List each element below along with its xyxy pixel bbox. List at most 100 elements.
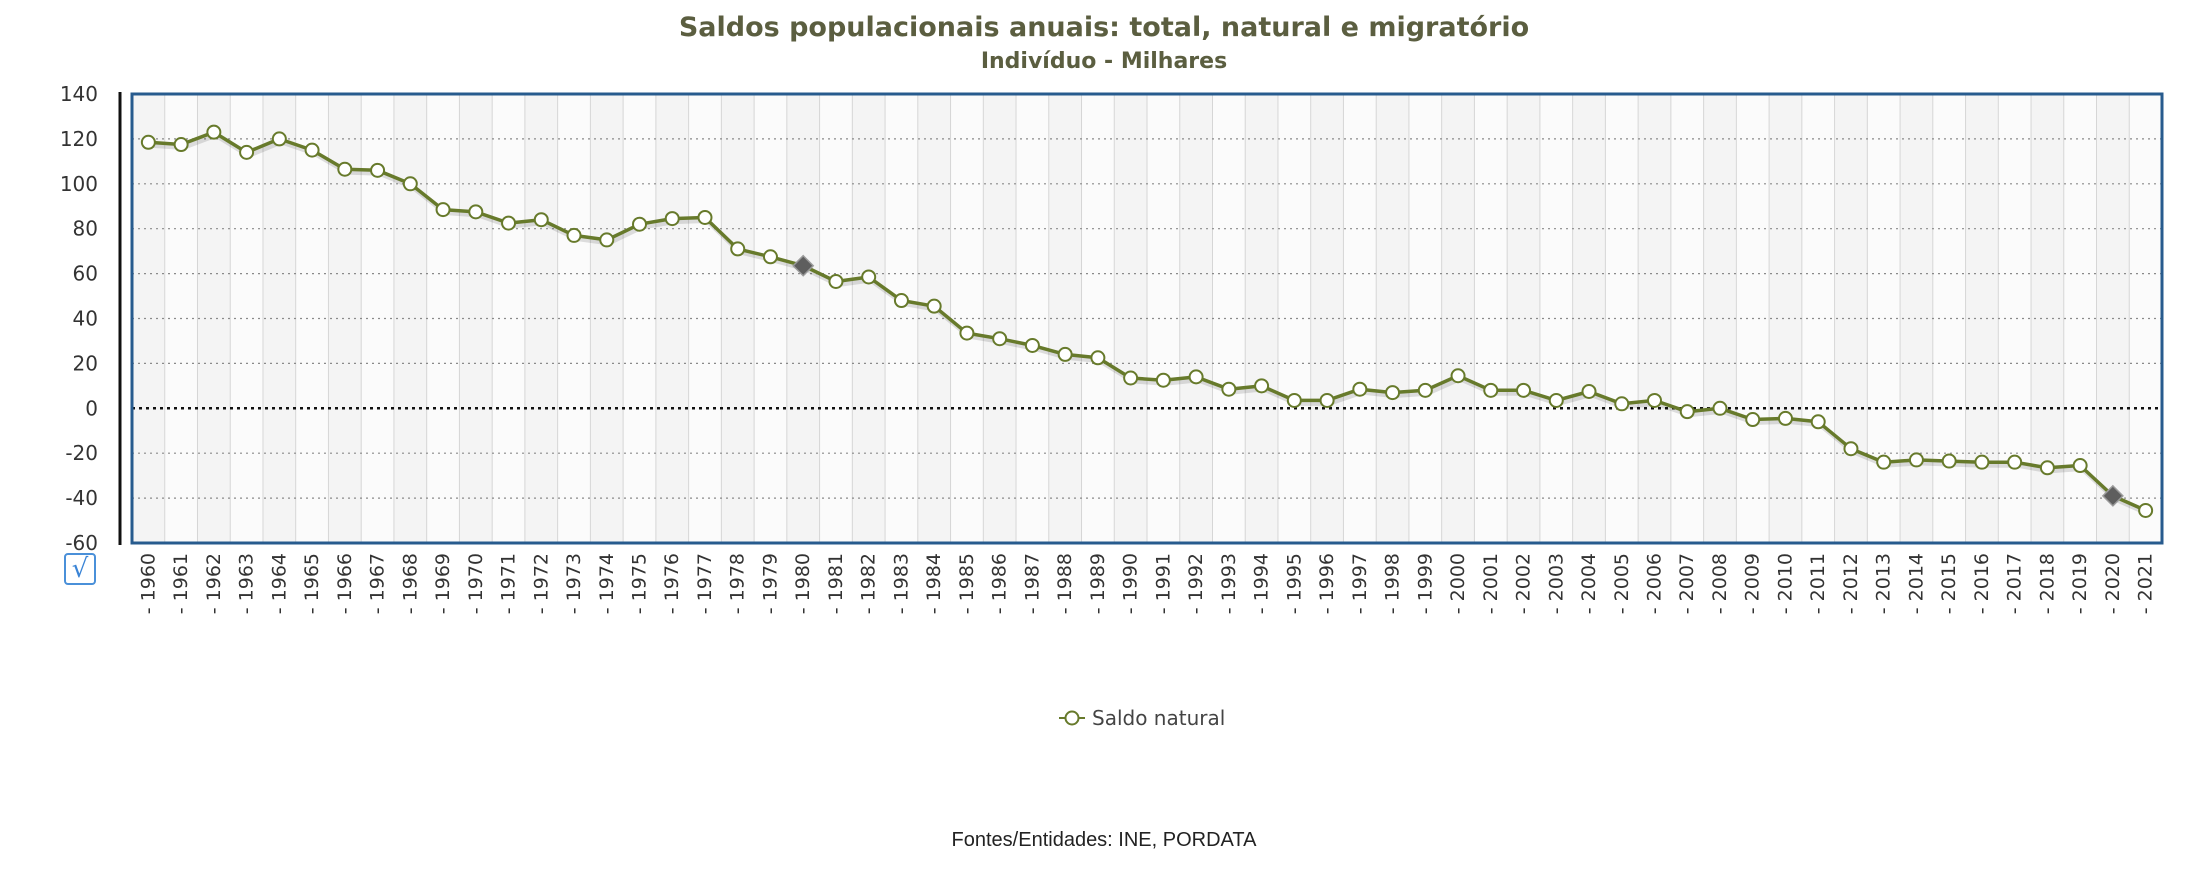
x-tick-label: - 2004: [1578, 553, 1600, 614]
x-tick-label: - 1985: [956, 553, 978, 614]
x-tick-label: - 2012: [1840, 553, 1862, 614]
x-tick-label: - 2001: [1480, 553, 1502, 614]
x-tick-label: - 1964: [268, 553, 290, 614]
data-point: [1712, 400, 1728, 416]
column-band: [557, 94, 591, 543]
data-point: [992, 331, 1008, 347]
x-tick-label: - 1989: [1087, 553, 1109, 614]
gridlines: [130, 92, 2164, 545]
data-point: [239, 144, 255, 160]
data-point: [1483, 382, 1499, 398]
data-point: [1385, 385, 1401, 401]
data-point: [599, 232, 615, 248]
data-point: [1876, 454, 1892, 470]
x-tick-label: - 1974: [596, 553, 618, 614]
y-tick-label: -60: [65, 531, 98, 555]
x-tick-label: - 1961: [170, 553, 192, 614]
x-tick-label: - 1986: [989, 553, 1011, 614]
data-point: [1843, 441, 1859, 457]
x-tick-label: - 1991: [1152, 553, 1174, 614]
x-tick-label: - 1999: [1414, 553, 1436, 614]
column-band: [1769, 94, 1802, 543]
y-tick-label: 100: [60, 172, 98, 196]
column-band: [1834, 94, 1868, 543]
column-band: [262, 94, 296, 543]
column-band: [1998, 94, 2032, 543]
data-point: [1974, 454, 1990, 470]
plot-frame: [130, 92, 2164, 545]
y-tick-label: 40: [73, 307, 98, 331]
x-tick-label: - 1962: [203, 553, 225, 614]
column-band: [426, 94, 460, 543]
y-tick-label: 20: [73, 351, 98, 375]
data-point: [533, 212, 549, 228]
column-band: [786, 94, 820, 543]
x-tick-label: - 1982: [858, 553, 880, 614]
x-tick-label: - 2010: [1774, 553, 1796, 614]
data-point: [1745, 412, 1761, 428]
y-tick-label: 120: [60, 127, 98, 151]
data-point: [1057, 346, 1073, 362]
data-point: [501, 215, 517, 231]
plot-background-bands: [132, 94, 2162, 543]
toggle-checkbox[interactable]: √: [64, 553, 96, 585]
x-tick-label: - 1965: [301, 553, 323, 614]
legend-marker-icon: [1059, 710, 1085, 726]
x-tick-label: - 2003: [1545, 553, 1567, 614]
x-tick-label: - 1977: [694, 553, 716, 614]
data-point: [1777, 410, 1793, 426]
highlighted-point: [792, 254, 815, 277]
data-point: [1123, 370, 1139, 386]
data-point: [926, 298, 942, 314]
data-point: [304, 142, 320, 158]
data-point: [271, 131, 287, 147]
column-band: [1408, 94, 1442, 543]
x-tick-label: - 1963: [236, 553, 258, 614]
data-point: [435, 202, 451, 218]
x-tick-label: - 2011: [1807, 553, 1829, 614]
x-tick-label: - 1969: [432, 553, 454, 614]
column-band: [1474, 94, 1508, 543]
data-point: [1908, 452, 1924, 468]
legend-item-saldo-natural[interactable]: Saldo natural: [1058, 703, 1225, 733]
column-band: [1048, 94, 1082, 543]
column-band: [492, 94, 525, 543]
x-tick-label: - 1983: [890, 553, 912, 614]
y-tick-label: 60: [73, 262, 98, 286]
highlighted-point: [2101, 484, 2124, 507]
x-tick-label: - 2018: [2036, 553, 2058, 614]
legend-label: Saldo natural: [1092, 706, 1226, 730]
x-tick-label: - 2007: [1676, 553, 1698, 614]
x-tick-label: - 2019: [2069, 553, 2091, 614]
data-point: [1647, 392, 1662, 408]
column-band: [983, 94, 1017, 543]
data-point: [1450, 368, 1466, 384]
x-tick-label: - 1973: [563, 553, 585, 614]
x-tick-label: - 1968: [399, 553, 421, 614]
line-chart: 140 120 100 80 60 40 20 0 -20 -40 -60 - 1960 - 1961…: [60, 82, 2164, 614]
column-band: [852, 94, 886, 543]
data-point: [1548, 392, 1564, 408]
data-point: [1417, 382, 1433, 398]
data-point: [1024, 337, 1040, 353]
data-point: [2072, 458, 2088, 474]
data-point: [566, 227, 582, 243]
data-point: [1581, 383, 1597, 399]
y-tick-label: 0: [85, 396, 98, 420]
data-point: [1254, 378, 1270, 394]
data-point: [1614, 396, 1630, 412]
x-tick-label: - 1992: [1185, 553, 1207, 614]
x-tick-label: - 2013: [1873, 553, 1895, 614]
x-tick-label: - 2008: [1709, 553, 1731, 614]
x-tick-label: - 1981: [825, 553, 847, 614]
x-tick-label: - 2016: [1971, 553, 1993, 614]
data-point: [959, 325, 975, 341]
data-point: [730, 241, 746, 257]
column-band: [2129, 94, 2162, 543]
x-tick-label: - 1987: [1021, 553, 1043, 614]
y-tick-label: -40: [65, 486, 98, 510]
data-point: [1286, 392, 1302, 408]
x-tick-label: - 1971: [498, 553, 520, 614]
x-tick-label: - 2002: [1513, 553, 1535, 614]
x-tick-label: - 2009: [1742, 553, 1764, 614]
